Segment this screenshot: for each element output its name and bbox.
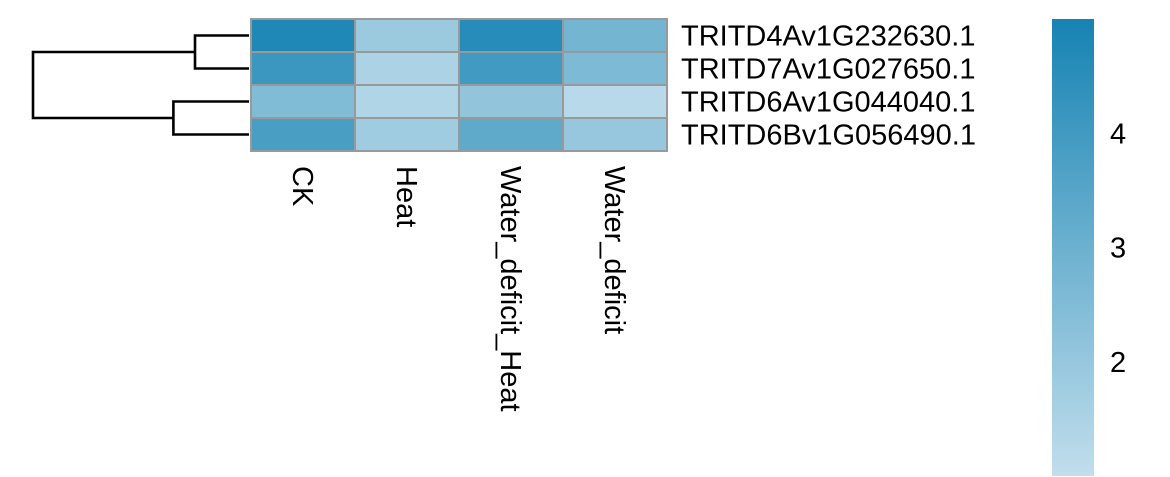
- heatmap-cell: [458, 51, 564, 86]
- column-label: Water_deficit: [598, 166, 630, 334]
- row-labels: TRITD4Av1G232630.1TRITD7Av1G027650.1TRIT…: [681, 21, 976, 152]
- row-dendrogram: [31, 34, 249, 136]
- legend-tick-label: 2: [1110, 347, 1126, 379]
- column-label: Heat: [390, 166, 422, 227]
- dendrogram-branch: [193, 34, 249, 70]
- heatmap-cell: [354, 51, 460, 86]
- heatmap-cell: [458, 84, 564, 119]
- heatmap-cell: [250, 51, 356, 86]
- row-label: TRITD7Av1G027650.1: [681, 54, 975, 86]
- heatmap-cell: [562, 117, 668, 152]
- row-label: TRITD6Bv1G056490.1: [681, 120, 976, 152]
- color-legend: 2 3 4: [1052, 19, 1126, 476]
- heatmap-cell: [354, 117, 460, 152]
- dendrogram-branch: [31, 50, 195, 120]
- heatmap-cell: [562, 84, 668, 119]
- row-label: TRITD4Av1G232630.1: [681, 21, 975, 53]
- heatmap-cell: [562, 18, 668, 53]
- heatmap-cell: [562, 51, 668, 86]
- legend-tick-label: 3: [1110, 233, 1126, 265]
- heatmap-cell: [250, 117, 356, 152]
- color-legend-bar: [1052, 19, 1094, 476]
- heatmap-cell: [354, 18, 460, 53]
- heatmap-cells: [250, 18, 668, 152]
- column-label: CK: [286, 166, 318, 207]
- heatmap-cell: [458, 117, 564, 152]
- row-label: TRITD6Av1G044040.1: [681, 87, 975, 119]
- column-labels: CK Heat Water_deficit_Heat Water_deficit: [286, 166, 630, 412]
- legend-tick-label: 4: [1110, 118, 1126, 150]
- heatmap-cell: [250, 84, 356, 119]
- heatmap-cell: [458, 18, 564, 53]
- heatmap-cell: [354, 84, 460, 119]
- dendrogram-branch: [172, 100, 249, 136]
- column-label: Water_deficit_Heat: [494, 166, 526, 412]
- heatmap-cell: [250, 18, 356, 53]
